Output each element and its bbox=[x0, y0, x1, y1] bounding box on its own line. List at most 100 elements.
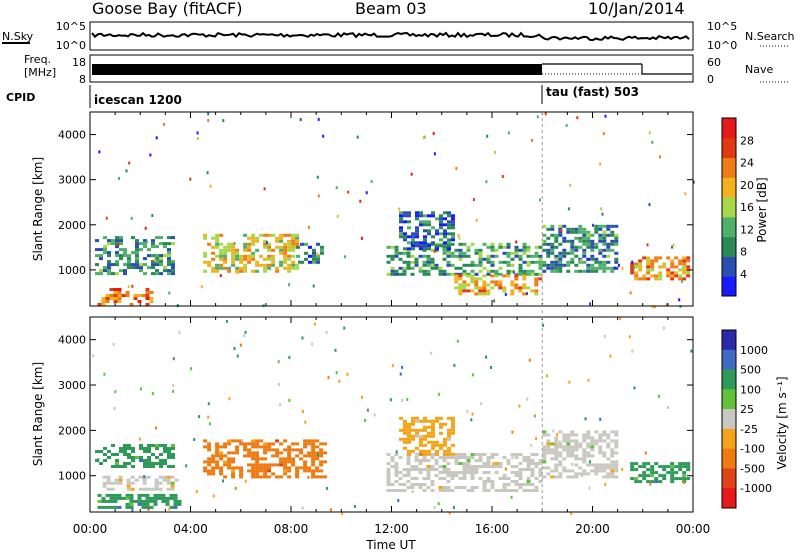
echo-cell bbox=[454, 459, 459, 462]
echo-cell bbox=[295, 454, 300, 458]
echo-cell bbox=[582, 242, 587, 246]
echo-cell bbox=[574, 230, 579, 234]
echo-cell bbox=[418, 254, 423, 258]
echo-cell bbox=[219, 466, 224, 470]
echo-cell bbox=[630, 477, 635, 481]
echo-cell bbox=[117, 291, 122, 294]
echo-cell bbox=[115, 254, 119, 258]
echo-cell bbox=[582, 230, 587, 234]
echo-cell bbox=[386, 272, 391, 276]
echo-cell bbox=[498, 489, 503, 492]
echo-cell bbox=[604, 114, 607, 118]
echo-cell bbox=[147, 444, 151, 447]
echo-cell bbox=[518, 272, 523, 276]
echo-cell bbox=[219, 472, 224, 476]
echo-cell bbox=[406, 266, 411, 270]
echo-cell bbox=[510, 453, 515, 456]
echo-cell bbox=[493, 299, 496, 303]
noise-sky-label: N.Sky bbox=[2, 30, 34, 43]
echo-cell bbox=[546, 254, 551, 258]
echo-cell bbox=[558, 260, 563, 264]
echo-cell bbox=[235, 266, 240, 270]
echo-cell bbox=[502, 456, 507, 459]
echo-cell bbox=[223, 251, 228, 255]
echo-cell bbox=[239, 466, 244, 470]
echo-cell bbox=[494, 150, 496, 154]
echo-cell bbox=[419, 437, 423, 441]
echo-cell bbox=[610, 460, 615, 464]
echo-cell bbox=[600, 207, 603, 211]
echo-cell bbox=[107, 260, 111, 264]
echo-cell bbox=[550, 451, 555, 455]
echo-cell bbox=[167, 272, 171, 276]
echo-cell bbox=[423, 220, 427, 224]
echo-cell bbox=[502, 289, 507, 293]
echo-cell bbox=[155, 269, 159, 273]
echo-cell bbox=[287, 448, 292, 452]
echo-cell bbox=[530, 443, 533, 447]
echo-cell bbox=[278, 383, 281, 386]
echo-cell bbox=[147, 248, 151, 252]
echo-cell bbox=[642, 274, 647, 278]
echo-cell bbox=[610, 469, 615, 473]
echo-cell bbox=[406, 260, 411, 264]
echo-cell bbox=[128, 161, 131, 165]
echo-cell bbox=[582, 448, 587, 452]
echo-cell bbox=[562, 263, 567, 267]
echo-cell bbox=[215, 460, 220, 464]
echo-cell bbox=[692, 180, 695, 184]
echo-cell bbox=[410, 172, 413, 176]
echo-cell bbox=[399, 214, 403, 218]
echo-cell bbox=[542, 430, 547, 434]
echo-cell bbox=[526, 480, 531, 483]
echo-cell bbox=[430, 266, 435, 270]
echo-cell bbox=[247, 463, 252, 467]
echo-cell bbox=[566, 469, 571, 473]
echo-cell bbox=[126, 484, 131, 488]
echo-cell bbox=[168, 291, 171, 295]
echo-cell bbox=[295, 472, 300, 476]
echo-cell bbox=[522, 468, 527, 471]
echo-cell bbox=[586, 269, 591, 273]
echo-cell bbox=[163, 462, 167, 465]
echo-cell bbox=[279, 233, 284, 237]
echo-cell bbox=[678, 465, 683, 469]
echo-cell bbox=[171, 444, 175, 447]
echo-cell bbox=[247, 254, 252, 258]
echo-cell bbox=[610, 430, 615, 434]
echo-cell bbox=[247, 242, 252, 246]
echo-cell bbox=[119, 450, 123, 453]
echo-cell bbox=[478, 292, 483, 296]
echo-cell bbox=[271, 472, 276, 476]
echo-cell bbox=[239, 254, 244, 258]
echo-cell bbox=[334, 348, 337, 352]
echo-cell bbox=[97, 303, 102, 306]
echo-cell bbox=[287, 233, 292, 237]
echo-cell bbox=[279, 260, 284, 264]
echo-cell bbox=[470, 263, 475, 267]
echo-cell bbox=[586, 445, 591, 449]
echo-cell bbox=[155, 462, 159, 465]
time-axis-label: Time UT bbox=[365, 538, 416, 552]
echo-cell bbox=[283, 460, 288, 464]
y-tick-label: 2000 bbox=[58, 219, 86, 232]
echo-cell bbox=[106, 487, 111, 491]
echo-cell bbox=[271, 233, 276, 237]
echo-cell bbox=[458, 277, 463, 281]
echo-cell bbox=[638, 265, 643, 269]
echo-cell bbox=[251, 463, 256, 467]
echo-cell bbox=[462, 465, 467, 468]
echo-cell bbox=[510, 292, 515, 296]
echo-cell bbox=[554, 245, 559, 249]
echo-cell bbox=[544, 112, 547, 116]
echo-cell bbox=[107, 272, 111, 276]
echo-cell bbox=[130, 475, 135, 479]
echo-cell bbox=[395, 450, 398, 454]
echo-cell bbox=[415, 226, 419, 230]
echo-cell bbox=[546, 374, 548, 378]
echo-cell bbox=[139, 459, 143, 462]
echo-cell bbox=[320, 248, 324, 252]
echo-cell bbox=[498, 245, 500, 249]
echo-cell bbox=[431, 419, 435, 423]
echo-cell bbox=[155, 444, 159, 447]
